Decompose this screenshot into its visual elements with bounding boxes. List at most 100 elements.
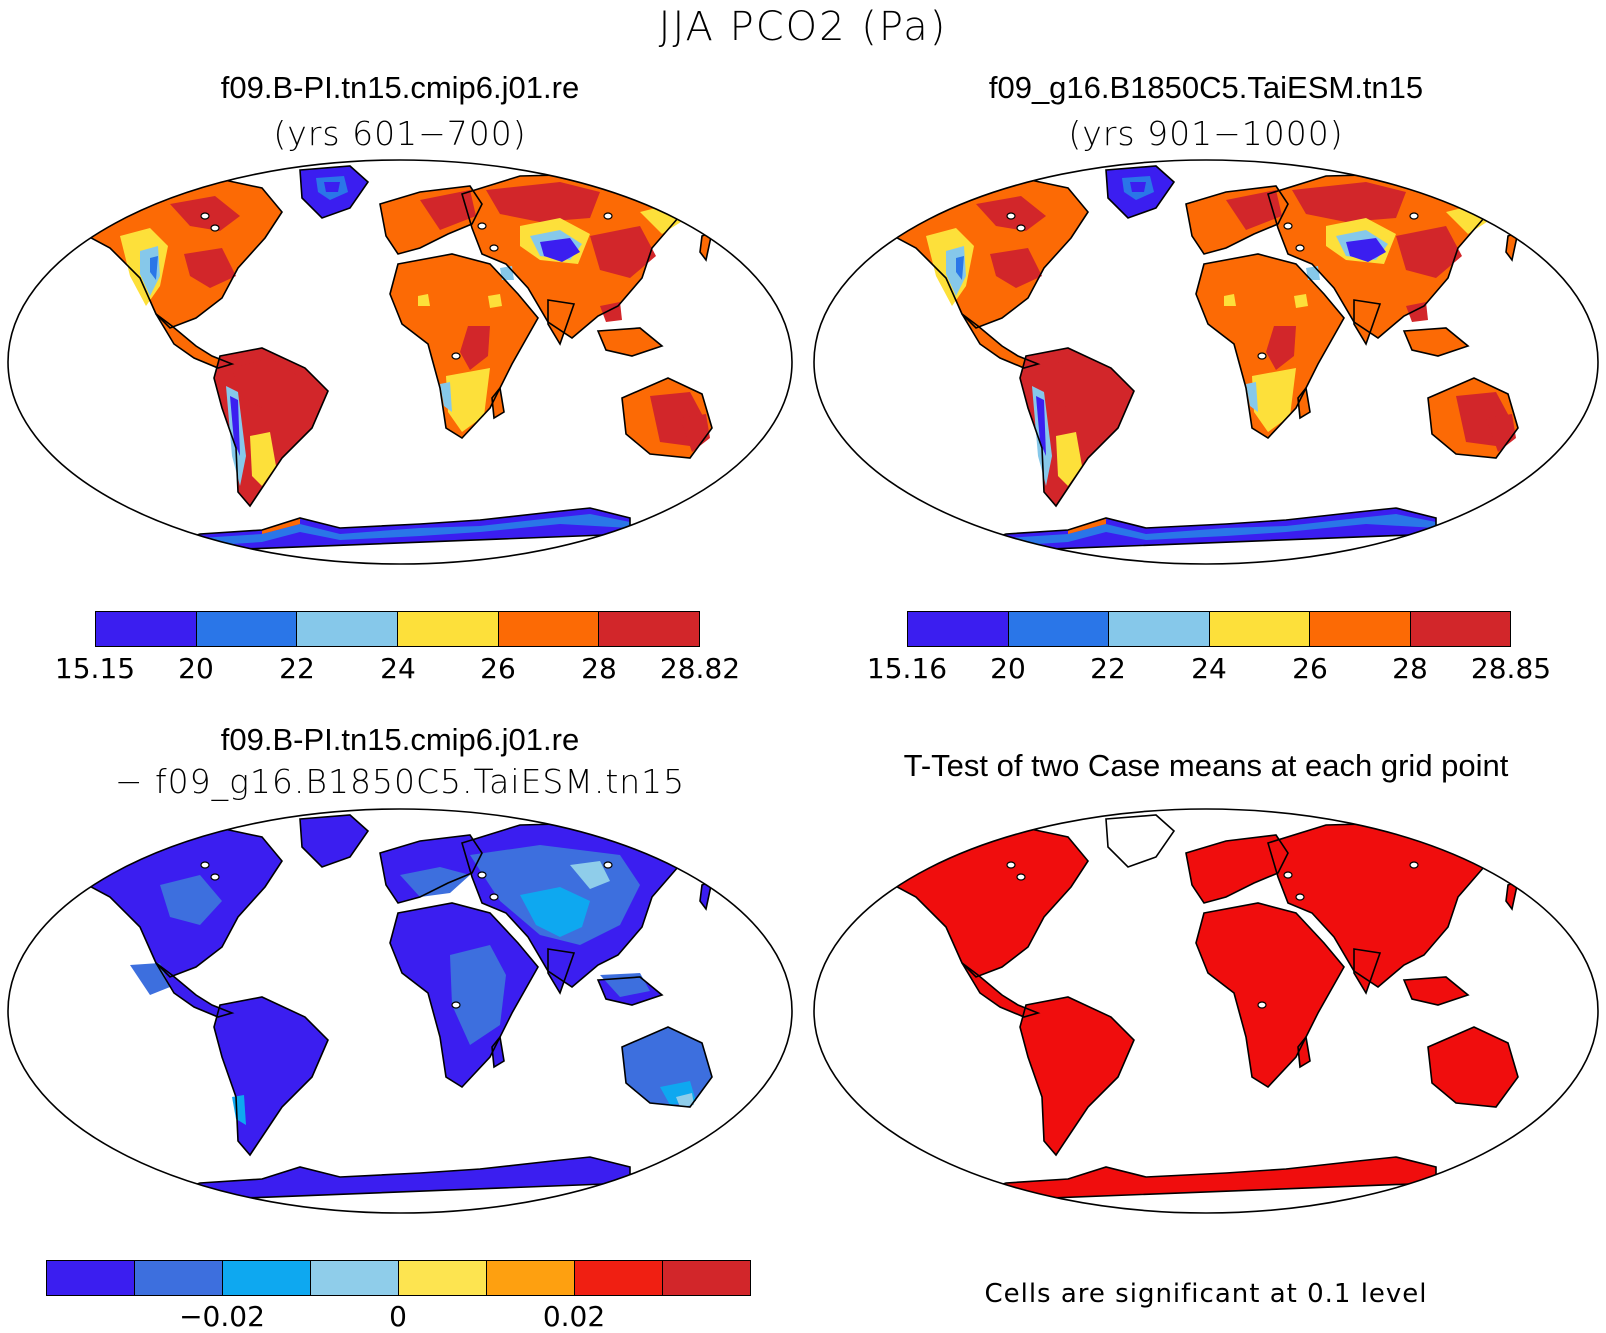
coastline <box>961 313 1041 369</box>
map-border <box>7 808 793 1214</box>
coastline <box>213 347 329 508</box>
land-afr <box>1196 903 1344 1087</box>
value-patch <box>230 396 240 456</box>
coastline <box>491 386 505 420</box>
colorbar-swatch <box>398 612 499 646</box>
case2-cbar-label-max: 28.85 <box>1470 652 1552 685</box>
lake <box>1257 1001 1267 1009</box>
value-patch <box>680 414 710 452</box>
land-ind <box>1354 300 1380 344</box>
coastline <box>1297 1035 1311 1069</box>
land-ind <box>1354 949 1380 993</box>
value-patch <box>486 182 600 222</box>
land-antarctica <box>142 1157 630 1202</box>
case1-subtitle: (yrs 601−700) <box>273 114 527 153</box>
value-patch <box>232 358 298 408</box>
value-patch <box>1038 358 1104 408</box>
colorbar-swatch <box>599 612 700 646</box>
case1-title: f09.B-PI.tn15.cmip6.j01.re <box>220 70 580 105</box>
coastline <box>737 1109 748 1130</box>
land-jap <box>700 881 712 909</box>
colorbar-swatch <box>223 1261 311 1295</box>
value-patch <box>956 256 964 280</box>
land-antarctica <box>948 508 1436 553</box>
lake <box>603 212 613 220</box>
value-patch <box>1036 396 1046 456</box>
lake <box>451 352 461 360</box>
coastline <box>1543 460 1554 481</box>
value-patch <box>446 368 490 432</box>
figure-title: JJA PCO2 (Pa) <box>658 4 948 50</box>
land-eur <box>1186 835 1288 903</box>
land-jap <box>1506 881 1518 909</box>
lake <box>1016 873 1026 881</box>
case2-map <box>813 159 1599 565</box>
colorbar-swatch <box>311 1261 399 1295</box>
coastline <box>947 507 1437 554</box>
value-patch <box>1486 414 1516 452</box>
coastline <box>379 185 483 255</box>
coastline <box>1427 1026 1519 1108</box>
colorbar-swatch <box>96 612 197 646</box>
ttest-map <box>813 808 1599 1214</box>
value-patch <box>676 1093 694 1107</box>
value-patch <box>1224 294 1236 306</box>
case2-cbar-label-26: 26 <box>1292 652 1328 685</box>
value-patch <box>250 432 276 486</box>
coastline <box>141 1156 631 1203</box>
diff-title: f09.B-PI.tn15.cmip6.j01.re <box>220 722 580 757</box>
antarctica-peninsula <box>1068 518 1106 534</box>
lake <box>489 244 499 252</box>
value-patch <box>1246 382 1258 412</box>
lake <box>200 212 210 220</box>
land-sea <box>1404 977 1468 1005</box>
case2-title: f09_g16.B1850C5.TaiESM.tn15 <box>988 70 1424 105</box>
coastline <box>141 507 631 554</box>
value-patch <box>1252 368 1296 432</box>
land-sa <box>214 997 328 1155</box>
land-sa <box>1020 997 1134 1155</box>
lake <box>477 871 487 879</box>
lake <box>115 861 125 869</box>
coastline <box>1105 165 1176 219</box>
colorbar-swatch <box>1008 612 1109 646</box>
lake <box>200 861 210 869</box>
colorbar-swatch <box>908 612 1009 646</box>
colorbar-swatch <box>487 1261 575 1295</box>
land-jap <box>700 232 712 260</box>
antarctica-coast-band <box>948 514 1436 553</box>
coastline <box>1427 377 1519 459</box>
case2-cbar-label-20: 20 <box>990 652 1026 685</box>
case1-cbar-label-20: 20 <box>178 652 214 685</box>
land-nz <box>738 462 746 480</box>
land-ind <box>548 300 574 344</box>
value-patch <box>1294 294 1308 308</box>
lake <box>1409 861 1419 869</box>
lake <box>489 893 499 901</box>
diff-cbar-label-pos: 0.02 <box>542 1300 606 1333</box>
colorbar-swatch <box>135 1261 223 1295</box>
colorbar-swatch <box>399 1261 487 1295</box>
coastline <box>1195 253 1345 440</box>
value-patch <box>520 887 590 937</box>
colorbar-swatch <box>663 1261 750 1295</box>
case1-colorbar <box>95 611 700 647</box>
land-nz <box>738 1111 746 1129</box>
value-patch <box>570 861 610 889</box>
colorbar-swatch <box>1410 612 1510 646</box>
land-jap <box>1506 232 1518 260</box>
value-patch <box>1266 326 1296 370</box>
value-patch <box>418 294 430 306</box>
coastline <box>596 327 664 357</box>
ttest-significance-note: Cells are significant at 0.1 level <box>984 1279 1428 1309</box>
lake <box>1283 871 1293 879</box>
antarctica-coast-band <box>142 514 630 553</box>
lake <box>1016 224 1026 232</box>
lake <box>115 212 125 220</box>
coastline <box>1297 386 1311 420</box>
land-nz <box>1544 1111 1552 1129</box>
diff-subtitle: − f09_g16.B1850C5.TaiESM.tn15 <box>114 762 686 801</box>
coastline <box>961 962 1041 1018</box>
coastline <box>389 902 539 1089</box>
coastline <box>1019 996 1135 1157</box>
